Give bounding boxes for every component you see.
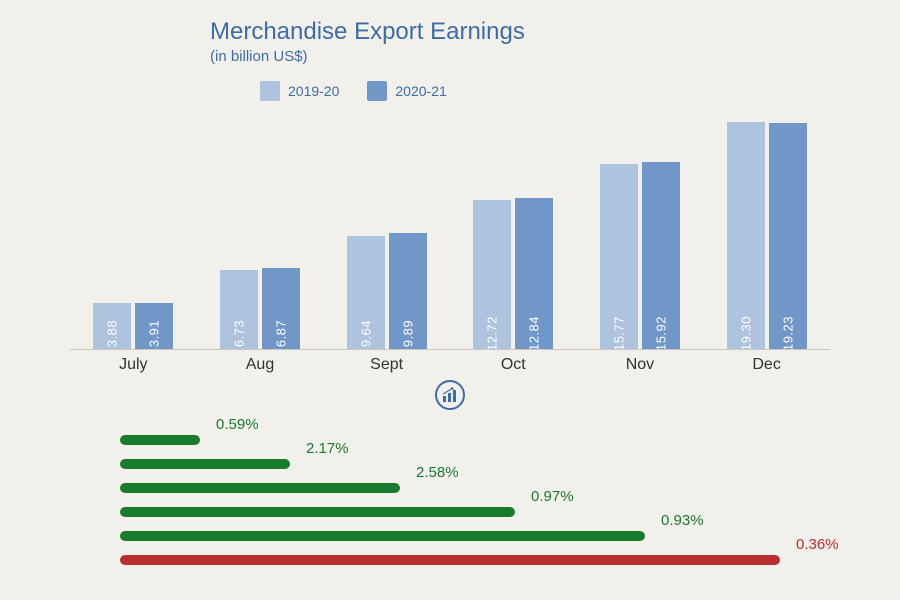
- pct-label: 0.59%: [216, 416, 259, 433]
- bar: 12.72: [473, 200, 511, 349]
- month-label: Aug: [220, 356, 300, 374]
- bar-value: 19.30: [738, 316, 753, 349]
- bar: 19.23: [769, 123, 807, 349]
- pct-bar: [120, 507, 515, 517]
- pct-row: 2.17%: [120, 446, 880, 470]
- bar-value: 6.73: [231, 320, 246, 347]
- legend: 2019-20 2020-21: [260, 81, 850, 101]
- chart-subtitle: (in billion US$): [210, 48, 850, 65]
- bar-group: 9.64 9.89: [347, 233, 427, 349]
- bar: 12.84: [515, 198, 553, 349]
- bar-value: 6.87: [273, 320, 288, 347]
- bar-group: 6.73 6.87: [220, 268, 300, 349]
- bar: 19.30: [727, 122, 765, 349]
- bar-value: 12.84: [527, 316, 542, 349]
- legend-swatch: [260, 81, 280, 101]
- month-label: July: [93, 356, 173, 374]
- bar-group: 3.88 3.91: [93, 303, 173, 349]
- month-label: Dec: [727, 356, 807, 374]
- pct-label: 2.17%: [306, 440, 349, 457]
- bar-value: 19.23: [780, 316, 795, 349]
- pct-bar: [120, 435, 200, 445]
- bar-value: 3.88: [105, 320, 120, 347]
- pct-bar: [120, 531, 645, 541]
- percentage-chart: 0.59%2.17%2.58%0.97%0.93%0.36%: [120, 422, 880, 566]
- bar: 9.89: [389, 233, 427, 349]
- chart-title: Merchandise Export Earnings: [210, 18, 850, 46]
- bar-group: 15.77 15.92: [600, 162, 680, 349]
- bar: 6.87: [262, 268, 300, 349]
- month-label: Nov: [600, 356, 680, 374]
- bar-value: 15.92: [653, 316, 668, 349]
- pct-label: 0.97%: [531, 488, 574, 505]
- month-label: Sept: [347, 356, 427, 374]
- bar-value: 9.89: [400, 320, 415, 347]
- x-axis-labels: July Aug Sept Oct Nov Dec: [70, 356, 830, 374]
- legend-item: 2019-20: [260, 81, 339, 101]
- pct-bar: [120, 555, 780, 565]
- bar-value: 9.64: [358, 320, 373, 347]
- pct-bar: [120, 483, 400, 493]
- pct-row: 0.36%: [120, 542, 880, 566]
- pct-label: 2.58%: [416, 464, 459, 481]
- legend-swatch: [367, 81, 387, 101]
- bar: 3.88: [93, 303, 131, 349]
- growth-chart-icon: [435, 380, 465, 410]
- bar: 15.77: [600, 164, 638, 349]
- bar: 6.73: [220, 270, 258, 349]
- pct-label: 0.36%: [796, 536, 839, 553]
- legend-item: 2020-21: [367, 81, 446, 101]
- pct-row: 2.58%: [120, 470, 880, 494]
- divider-icon-wrap: [50, 380, 850, 410]
- bar-chart: 3.883.916.736.879.649.8912.7212.8415.771…: [70, 115, 830, 350]
- bar-value: 12.72: [485, 316, 500, 349]
- bar: 9.64: [347, 236, 385, 349]
- pct-row: 0.97%: [120, 494, 880, 518]
- month-label: Oct: [473, 356, 553, 374]
- bar: 3.91: [135, 303, 173, 349]
- bar-group: 19.30 19.23: [727, 122, 807, 349]
- legend-label: 2019-20: [288, 83, 339, 99]
- bar-group: 12.72 12.84: [473, 198, 553, 349]
- pct-row: 0.59%: [120, 422, 880, 446]
- bar-value: 15.77: [611, 316, 626, 349]
- pct-bar: [120, 459, 290, 469]
- pct-row: 0.93%: [120, 518, 880, 542]
- bar-value: 3.91: [147, 320, 162, 347]
- bar: 15.92: [642, 162, 680, 349]
- legend-label: 2020-21: [395, 83, 446, 99]
- pct-label: 0.93%: [661, 512, 704, 529]
